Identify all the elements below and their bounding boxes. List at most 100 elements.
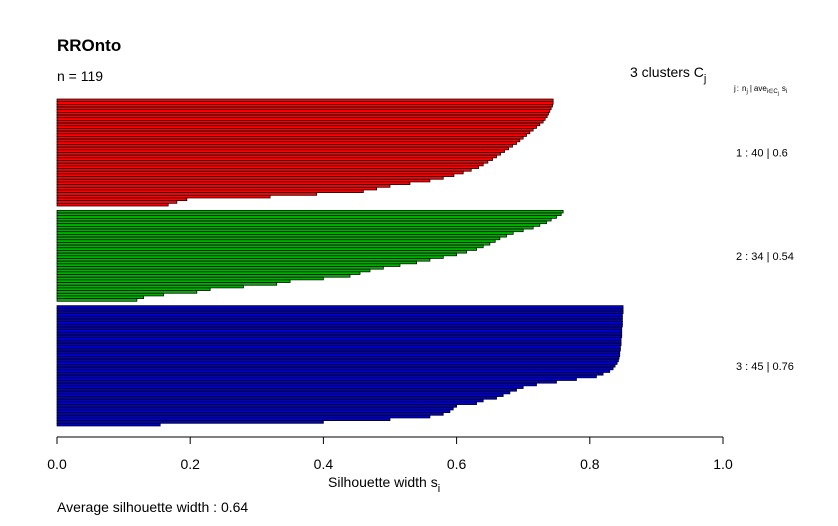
silhouette-bar xyxy=(56,323,623,328)
silhouette-bar xyxy=(56,287,211,291)
silhouette-bar xyxy=(56,350,621,355)
silhouette-bar xyxy=(56,393,504,397)
silhouette-bar xyxy=(56,194,271,199)
silhouette-bar xyxy=(56,239,496,243)
silhouette-bar xyxy=(56,356,620,360)
x-axis-label-sub: i xyxy=(438,483,440,495)
chart-title: RROnto xyxy=(57,36,121,55)
silhouette-bar xyxy=(56,422,161,427)
legend-header-ave-sub2: j xyxy=(777,91,779,97)
chart-subtitle: n = 119 xyxy=(57,68,103,84)
silhouette-bar xyxy=(56,337,622,341)
silhouette-bar xyxy=(56,374,597,379)
cluster-label-3: 3 : 45 | 0.76 xyxy=(736,361,794,373)
silhouette-bar xyxy=(56,307,624,312)
silhouette-bar xyxy=(56,109,551,113)
silhouette-bar xyxy=(56,420,324,424)
x-tick-label: 0.6 xyxy=(447,456,467,472)
silhouette-bar xyxy=(56,298,138,302)
silhouette-bar xyxy=(56,184,391,188)
legend-title-sub: j xyxy=(703,73,706,85)
silhouette-bar xyxy=(56,292,164,297)
silhouette-bar xyxy=(56,114,548,119)
x-tick-label: 0.8 xyxy=(580,456,600,472)
silhouette-bar xyxy=(56,168,472,172)
cluster-labels-group: 1 : 40 | 0.6 2 : 34 | 0.54 3 : 45 | 0.76 xyxy=(736,148,794,373)
legend-header-s: s xyxy=(782,84,786,93)
silhouette-bar xyxy=(56,385,524,389)
silhouette-bar xyxy=(56,136,524,140)
silhouette-bar xyxy=(56,200,178,204)
silhouette-bar xyxy=(56,234,507,238)
average-silhouette-width: Average silhouette width : 0.64 xyxy=(57,499,248,515)
silhouette-bar xyxy=(56,326,623,331)
silhouette-bar xyxy=(56,396,497,400)
silhouette-bar xyxy=(56,398,484,403)
silhouette-bar xyxy=(56,192,318,196)
silhouette-bar xyxy=(56,181,411,185)
x-axis-label-main: Silhouette width s xyxy=(328,474,438,490)
silhouette-bar xyxy=(56,162,484,167)
silhouette-bar xyxy=(56,290,198,294)
x-tick-label: 0.4 xyxy=(314,456,334,472)
silhouette-bar xyxy=(56,305,624,309)
silhouette-bar xyxy=(56,332,623,336)
silhouette-bar xyxy=(56,348,621,352)
bars-group xyxy=(56,98,624,427)
silhouette-bar xyxy=(56,279,291,283)
silhouette-bar xyxy=(56,401,477,405)
silhouette-bar xyxy=(56,117,546,121)
silhouette-bar xyxy=(56,231,514,235)
silhouette-bar xyxy=(56,165,479,169)
silhouette-bar xyxy=(56,406,454,411)
legend-title-main: 3 clusters C xyxy=(630,64,704,80)
silhouette-bar xyxy=(56,271,361,275)
silhouette-bar xyxy=(56,377,577,381)
silhouette-bar xyxy=(56,197,188,202)
x-axis-label: Silhouette width si xyxy=(328,474,440,495)
silhouette-bar xyxy=(56,417,391,422)
silhouette-bar xyxy=(56,364,616,368)
silhouette-bar xyxy=(56,358,619,363)
silhouette-bar xyxy=(56,160,489,164)
silhouette-bar xyxy=(56,106,552,111)
x-axis: 0.0 0.2 0.4 0.6 0.8 1.0 xyxy=(47,437,733,472)
silhouette-bar xyxy=(56,226,534,230)
silhouette-bar xyxy=(56,258,431,262)
silhouette-bar xyxy=(56,215,557,219)
silhouette-bar xyxy=(56,133,527,137)
silhouette-bar xyxy=(56,409,451,413)
legend-header-ave: ave xyxy=(754,84,767,93)
silhouette-bar xyxy=(56,315,623,320)
silhouette-bar xyxy=(56,128,534,132)
silhouette-bar xyxy=(56,342,622,347)
silhouette-bar xyxy=(56,170,464,175)
silhouette-bar xyxy=(56,353,621,357)
silhouette-bar xyxy=(56,154,497,159)
silhouette-bar xyxy=(56,242,491,246)
silhouette-bar xyxy=(56,120,544,124)
silhouette-bar xyxy=(56,203,169,207)
silhouette-bar xyxy=(56,284,244,289)
silhouette-bar xyxy=(56,366,614,371)
silhouette-bar xyxy=(56,372,604,376)
silhouette-bar xyxy=(56,361,618,365)
silhouette-bar xyxy=(56,125,537,129)
silhouette-bar xyxy=(56,266,384,270)
legend-header: j: nj | avei∈Cjsi xyxy=(733,84,787,97)
silhouette-bar xyxy=(56,244,484,249)
silhouette-bar xyxy=(56,189,364,194)
legend-title: 3 clusters Cj xyxy=(630,64,706,85)
silhouette-bar xyxy=(56,218,552,222)
silhouette-bar xyxy=(56,414,431,419)
silhouette-bar xyxy=(56,295,144,299)
silhouette-bar xyxy=(56,236,501,241)
silhouette-bar xyxy=(56,310,624,314)
x-tick-label: 0.2 xyxy=(180,456,200,472)
silhouette-bar xyxy=(56,157,493,161)
legend-header-sep: | xyxy=(750,84,752,93)
silhouette-bar xyxy=(56,186,378,191)
x-tick-label: 0.0 xyxy=(47,456,67,472)
cluster-label-1: 1 : 40 | 0.6 xyxy=(736,148,788,160)
